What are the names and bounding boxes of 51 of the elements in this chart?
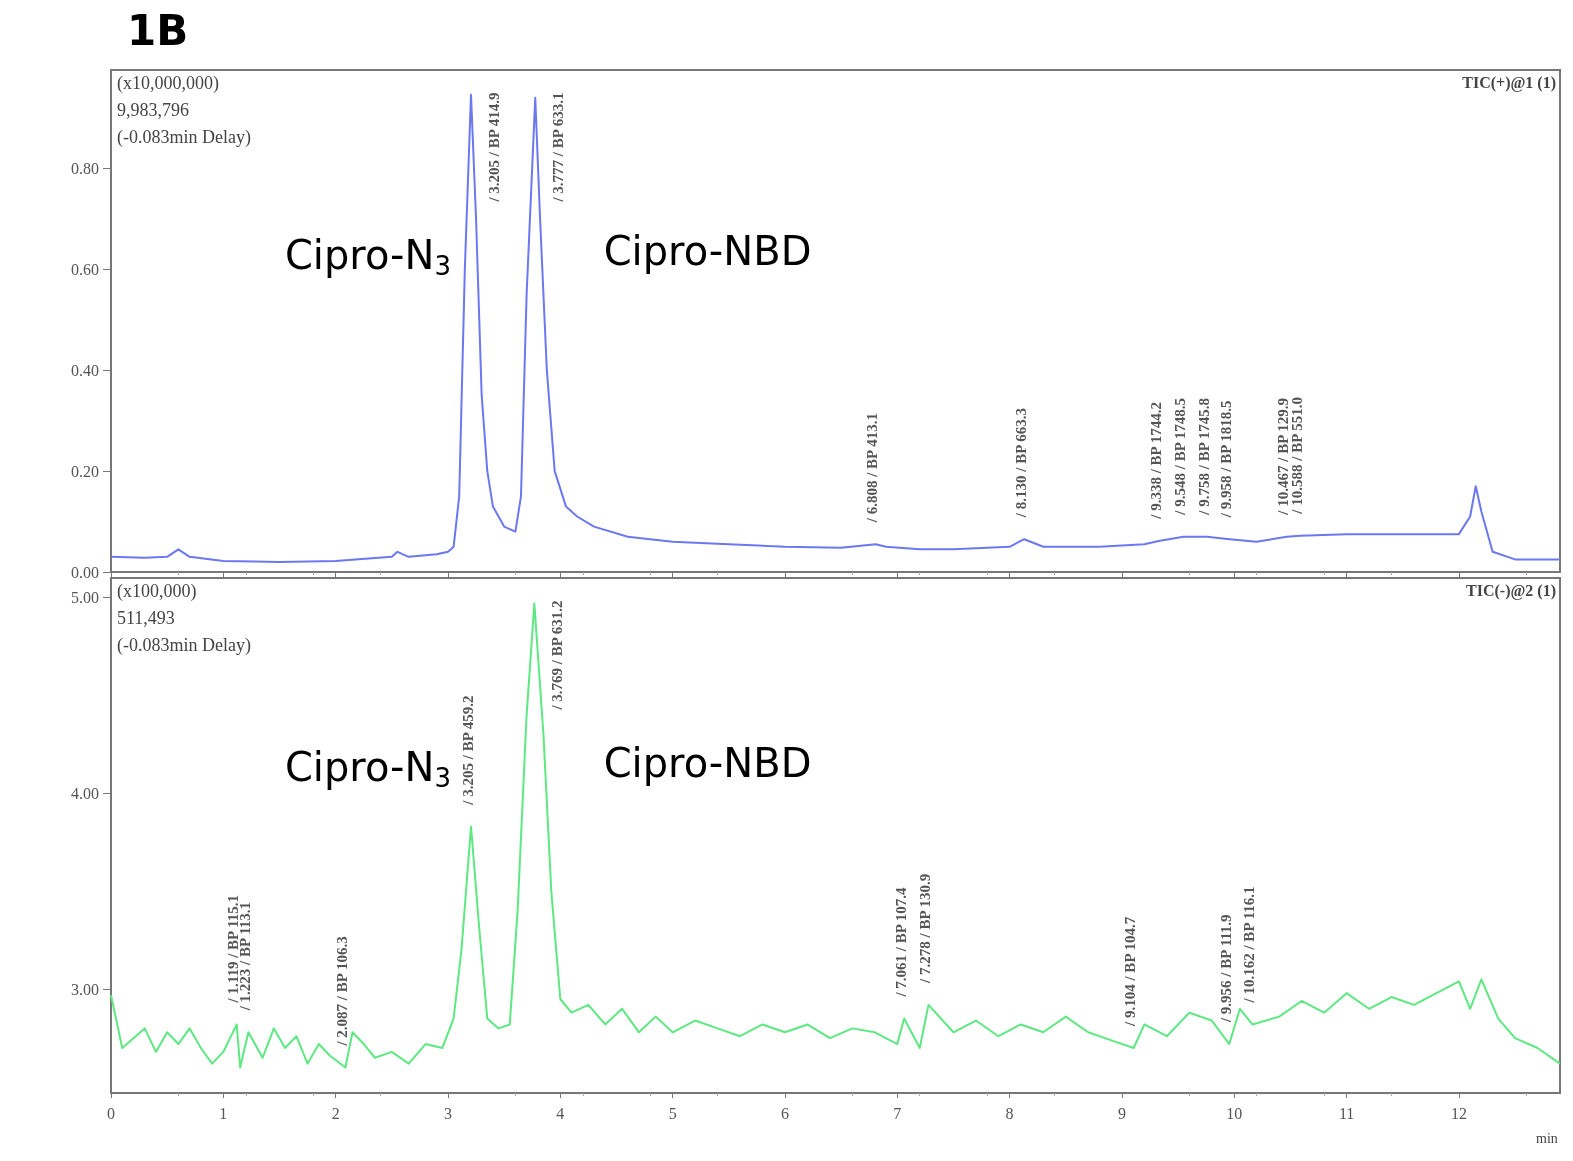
x-tick-label: 7 (893, 1104, 902, 1122)
annotation: / 3.777 / BP 633.1 (549, 92, 566, 203)
x-tick-label: 8 (1005, 1104, 1014, 1122)
annotation: / 9.338 / BP 1744.2 (1148, 402, 1165, 520)
annotation: / 6.808 / BP 413.1 (864, 413, 881, 524)
y-tick-label: 0.20 (71, 462, 99, 480)
y-tick-label: 0.60 (71, 260, 99, 278)
annotation: Cipro-NBD (603, 227, 812, 274)
x-tick-label: 10 (1226, 1104, 1243, 1122)
annotation: 9,983,796 (117, 100, 189, 120)
annotation: / 9.956 / BP 111.9 (1217, 914, 1234, 1024)
y-tick-label: 3.00 (71, 980, 99, 998)
x-tick-label: 3 (443, 1104, 452, 1122)
annotation: / 7.278 / BP 130.9 (917, 873, 934, 984)
x-tick-label: 6 (780, 1104, 789, 1122)
annotation: TIC(+)@1 (1) (1462, 73, 1556, 92)
x-tick-label: 5 (668, 1104, 677, 1122)
annotation: / 7.061 / BP 107.4 (892, 886, 909, 998)
chart-title: 1B (127, 5, 189, 55)
annotation: / 2.087 / BP 106.3 (333, 936, 350, 1047)
annotation: (-0.083min Delay) (117, 127, 251, 148)
y-tick-label: 0.40 (71, 361, 99, 379)
x-tick-label: 4 (556, 1104, 565, 1122)
annotation: / 3.769 / BP 631.2 (548, 600, 565, 711)
annotation: (x10,000,000) (117, 73, 219, 94)
annotation: / 8.130 / BP 663.3 (1012, 408, 1029, 519)
y-tick-label: 5.00 (71, 589, 99, 607)
annotation: / 3.205 / BP 414.9 (485, 92, 502, 203)
x-tick-label: 0 (107, 1104, 115, 1122)
x-tick-label: 12 (1450, 1104, 1467, 1122)
x-tick-label: 11 (1338, 1104, 1355, 1122)
y-tick-label: 0.00 (71, 563, 99, 581)
annotation: / 9.958 / BP 1818.5 (1218, 400, 1235, 519)
y-tick-label: 0.80 (71, 159, 99, 177)
annotation: (-0.083min Delay) (117, 635, 251, 656)
line-series (110, 602, 1561, 1069)
annotation: (x100,000) (117, 581, 197, 602)
annotation: Cipro-NBD (603, 739, 812, 786)
annotation: TIC(-)@2 (1) (1466, 581, 1557, 600)
x-axis-title: min (1536, 1130, 1558, 1146)
annotation: / 9.548 / BP 1748.5 (1171, 398, 1188, 516)
x-tick-label: 2 (331, 1104, 340, 1122)
annotation: / 9.758 / BP 1745.8 (1195, 398, 1212, 516)
x-tick-label: 9 (1117, 1104, 1126, 1122)
x-tick-label: 1 (219, 1104, 228, 1122)
annotation: / 3.205 / BP 459.2 (459, 695, 476, 806)
line-series (110, 93, 1561, 563)
annotation: 511,493 (117, 608, 175, 628)
y-tick-label: 4.00 (71, 784, 99, 802)
annotation: / 9.104 / BP 104.7 (1122, 916, 1139, 1027)
annotation: / 10.162 / BP 116.1 (1240, 886, 1257, 1004)
